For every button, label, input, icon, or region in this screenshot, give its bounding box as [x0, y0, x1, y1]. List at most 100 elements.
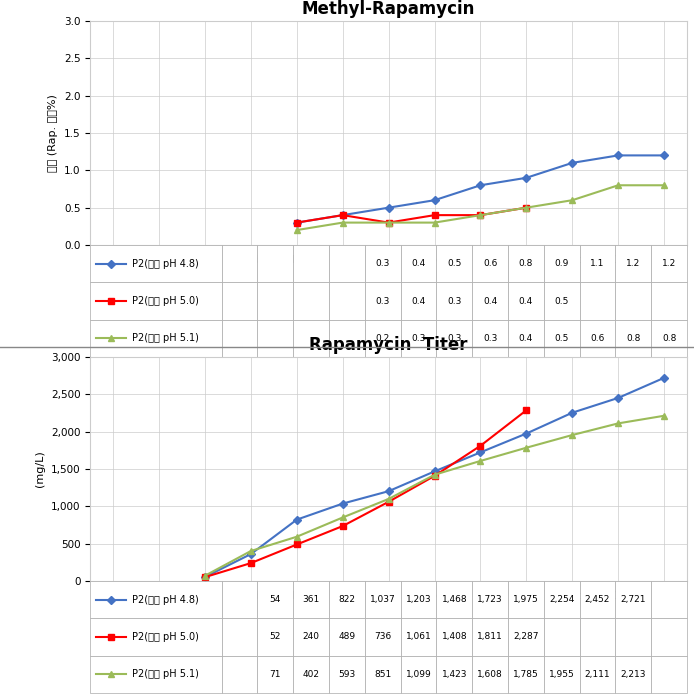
Bar [508, 320, 544, 357]
Bar [400, 618, 437, 656]
Bar [365, 656, 400, 693]
Bar [365, 320, 400, 357]
Text: 1,423: 1,423 [441, 670, 467, 679]
Bar [544, 282, 579, 320]
Bar [472, 245, 508, 282]
Text: 2,254: 2,254 [549, 595, 575, 604]
Text: 0.8: 0.8 [662, 334, 677, 343]
Title: Rapamycin  Titer: Rapamycin Titer [310, 336, 468, 354]
Text: 0.8: 0.8 [518, 259, 533, 268]
Text: 1,811: 1,811 [477, 633, 503, 641]
Text: 1.2: 1.2 [626, 259, 641, 268]
Bar [651, 245, 687, 282]
Bar [329, 656, 365, 693]
Bar [400, 581, 437, 618]
Text: 489: 489 [338, 633, 355, 641]
Text: 0.3: 0.3 [483, 334, 498, 343]
Bar [472, 320, 508, 357]
Text: 0.3: 0.3 [375, 259, 390, 268]
Bar [616, 618, 651, 656]
Bar [472, 581, 508, 618]
Bar [437, 245, 472, 282]
Bar [329, 320, 365, 357]
Text: 0.5: 0.5 [447, 259, 462, 268]
Bar [90, 282, 221, 320]
Bar [508, 581, 544, 618]
Text: 361: 361 [303, 595, 320, 604]
Bar [293, 656, 329, 693]
Text: 1,785: 1,785 [513, 670, 539, 679]
Text: 71: 71 [269, 670, 281, 679]
Text: 0.5: 0.5 [555, 334, 569, 343]
Bar [616, 581, 651, 618]
Bar [616, 245, 651, 282]
Bar [90, 618, 221, 656]
Bar [90, 581, 221, 618]
Text: 1.1: 1.1 [591, 259, 604, 268]
Bar [90, 320, 221, 357]
Bar [90, 656, 221, 693]
Text: 0.3: 0.3 [375, 297, 390, 305]
Text: 0.4: 0.4 [412, 259, 425, 268]
Bar [293, 320, 329, 357]
Text: 0.3: 0.3 [447, 297, 462, 305]
Text: 0.8: 0.8 [626, 334, 641, 343]
Text: 0.2: 0.2 [375, 334, 390, 343]
Bar [579, 282, 616, 320]
Text: 0.4: 0.4 [519, 334, 533, 343]
Bar [257, 656, 293, 693]
Bar [579, 581, 616, 618]
Bar [257, 581, 293, 618]
Bar [508, 282, 544, 320]
Text: 0.4: 0.4 [519, 297, 533, 305]
Bar [651, 618, 687, 656]
Bar [472, 618, 508, 656]
Bar [400, 320, 437, 357]
Text: 2,452: 2,452 [585, 595, 610, 604]
Bar [616, 320, 651, 357]
Bar [293, 245, 329, 282]
Bar [437, 581, 472, 618]
Text: 2,287: 2,287 [513, 633, 539, 641]
Bar [508, 618, 544, 656]
Text: P2(유지 pH 5.0): P2(유지 pH 5.0) [132, 632, 199, 642]
Text: 851: 851 [374, 670, 391, 679]
Bar [365, 618, 400, 656]
Text: 54: 54 [269, 595, 281, 604]
Text: 2,111: 2,111 [585, 670, 610, 679]
Bar [437, 618, 472, 656]
Text: 1,955: 1,955 [549, 670, 575, 679]
Text: 736: 736 [374, 633, 391, 641]
Bar [221, 245, 257, 282]
Bar [508, 656, 544, 693]
Bar [365, 245, 400, 282]
Text: P2(유지 pH 5.1): P2(유지 pH 5.1) [132, 669, 199, 679]
Bar [651, 656, 687, 693]
Text: 0.6: 0.6 [483, 259, 498, 268]
Text: 1,099: 1,099 [405, 670, 432, 679]
Bar [293, 618, 329, 656]
Text: 1,468: 1,468 [441, 595, 467, 604]
Bar [257, 320, 293, 357]
Text: 1.2: 1.2 [662, 259, 676, 268]
Bar [544, 581, 579, 618]
Bar [544, 656, 579, 693]
Bar [508, 245, 544, 282]
Text: 0.3: 0.3 [447, 334, 462, 343]
Text: 593: 593 [338, 670, 355, 679]
Text: 0.3: 0.3 [412, 334, 425, 343]
Text: 52: 52 [269, 633, 281, 641]
Bar [257, 282, 293, 320]
Text: 0.4: 0.4 [412, 297, 425, 305]
Text: 1,723: 1,723 [477, 595, 503, 604]
Text: 0.4: 0.4 [483, 297, 497, 305]
Bar [329, 618, 365, 656]
Text: 1,037: 1,037 [370, 595, 396, 604]
Y-axis label: 함량 (Rap. 대비%): 함량 (Rap. 대비%) [49, 94, 58, 172]
Text: 0.5: 0.5 [555, 297, 569, 305]
Bar [651, 282, 687, 320]
Bar [544, 320, 579, 357]
Text: P2(유지 pH 4.8): P2(유지 pH 4.8) [132, 259, 198, 269]
Text: 240: 240 [303, 633, 319, 641]
Bar [221, 282, 257, 320]
